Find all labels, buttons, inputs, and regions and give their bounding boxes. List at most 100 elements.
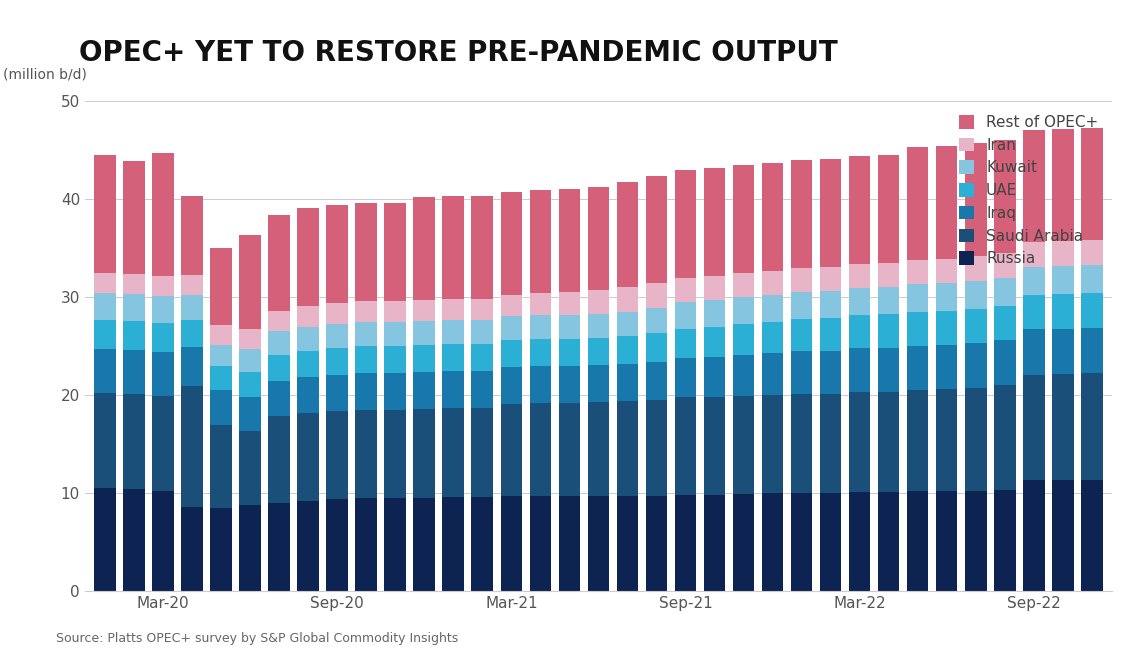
Bar [95, 488, 116, 591]
Bar [616, 336, 638, 364]
Bar [994, 385, 1015, 490]
Bar [994, 140, 1015, 253]
Bar [878, 314, 899, 348]
Bar [935, 345, 958, 389]
Bar [878, 155, 899, 263]
Bar [1051, 128, 1074, 241]
Bar [471, 196, 494, 299]
Bar [384, 498, 406, 591]
Bar [500, 404, 522, 496]
Bar [935, 284, 958, 311]
Bar [965, 491, 986, 591]
Bar [123, 489, 145, 591]
Bar [646, 175, 667, 284]
Bar [965, 309, 986, 343]
Bar [675, 358, 696, 397]
Bar [675, 278, 696, 302]
Bar [616, 181, 638, 288]
Bar [675, 495, 696, 591]
Bar [1051, 329, 1074, 374]
Bar [443, 408, 464, 497]
Bar [239, 372, 261, 397]
Bar [559, 496, 580, 591]
Bar [1081, 128, 1102, 241]
Bar [559, 339, 580, 366]
Bar [268, 331, 290, 355]
Bar [791, 493, 813, 591]
Bar [327, 374, 348, 411]
Bar [211, 424, 232, 508]
Bar [675, 302, 696, 329]
Bar [181, 295, 203, 319]
Bar [935, 311, 958, 345]
Bar [762, 163, 783, 271]
Bar [443, 319, 464, 344]
Bar [443, 370, 464, 408]
Bar [935, 491, 958, 591]
Bar [1051, 266, 1074, 294]
Bar [935, 146, 958, 259]
Bar [443, 497, 464, 591]
Bar [471, 497, 494, 591]
Bar [471, 299, 494, 319]
Bar [703, 168, 726, 276]
Bar [414, 198, 435, 300]
Bar [994, 490, 1015, 591]
Bar [907, 491, 929, 591]
Bar [95, 349, 116, 393]
Bar [1051, 241, 1074, 266]
Bar [471, 408, 494, 497]
Bar [907, 284, 929, 312]
Bar [675, 170, 696, 278]
Bar [384, 372, 406, 410]
Bar [935, 389, 958, 491]
Bar [181, 319, 203, 347]
Bar [791, 319, 813, 351]
Bar [152, 276, 174, 296]
Bar [152, 296, 174, 323]
Bar [152, 153, 174, 276]
Bar [327, 411, 348, 499]
Bar [559, 292, 580, 315]
Bar [95, 273, 116, 293]
Bar [1023, 243, 1045, 267]
Bar [703, 327, 726, 357]
Bar [384, 321, 406, 346]
Legend: Rest of OPEC+, Iran, Kuwait, UAE, Iraq, Saudi Arabia, Russia: Rest of OPEC+, Iran, Kuwait, UAE, Iraq, … [952, 109, 1104, 273]
Bar [994, 340, 1015, 385]
Bar [616, 496, 638, 591]
Bar [849, 393, 870, 492]
Bar [298, 501, 319, 591]
Text: (million b/d): (million b/d) [2, 68, 87, 82]
Bar [819, 318, 842, 351]
Bar [530, 496, 551, 591]
Bar [762, 493, 783, 591]
Bar [646, 284, 667, 308]
Bar [1023, 374, 1045, 481]
Bar [849, 288, 870, 315]
Bar [616, 288, 638, 312]
Text: Source: Platts OPEC+ survey by S&P Global Commodity Insights: Source: Platts OPEC+ survey by S&P Globa… [56, 632, 459, 645]
Bar [994, 306, 1015, 340]
Bar [733, 165, 754, 273]
Bar [123, 274, 145, 294]
Bar [646, 496, 667, 591]
Bar [559, 190, 580, 292]
Bar [298, 327, 319, 351]
Bar [268, 355, 290, 381]
Bar [471, 370, 494, 408]
Bar [762, 353, 783, 395]
Bar [878, 393, 899, 492]
Bar [646, 333, 667, 362]
Bar [414, 372, 435, 409]
Bar [703, 357, 726, 397]
Bar [123, 294, 145, 321]
Bar [355, 346, 378, 372]
Bar [500, 340, 522, 366]
Bar [965, 256, 986, 280]
Bar [907, 391, 929, 491]
Bar [355, 321, 378, 346]
Bar [530, 190, 551, 293]
Text: OPEC+ YET TO RESTORE PRE-PANDEMIC OUTPUT: OPEC+ YET TO RESTORE PRE-PANDEMIC OUTPUT [79, 39, 837, 67]
Bar [616, 401, 638, 496]
